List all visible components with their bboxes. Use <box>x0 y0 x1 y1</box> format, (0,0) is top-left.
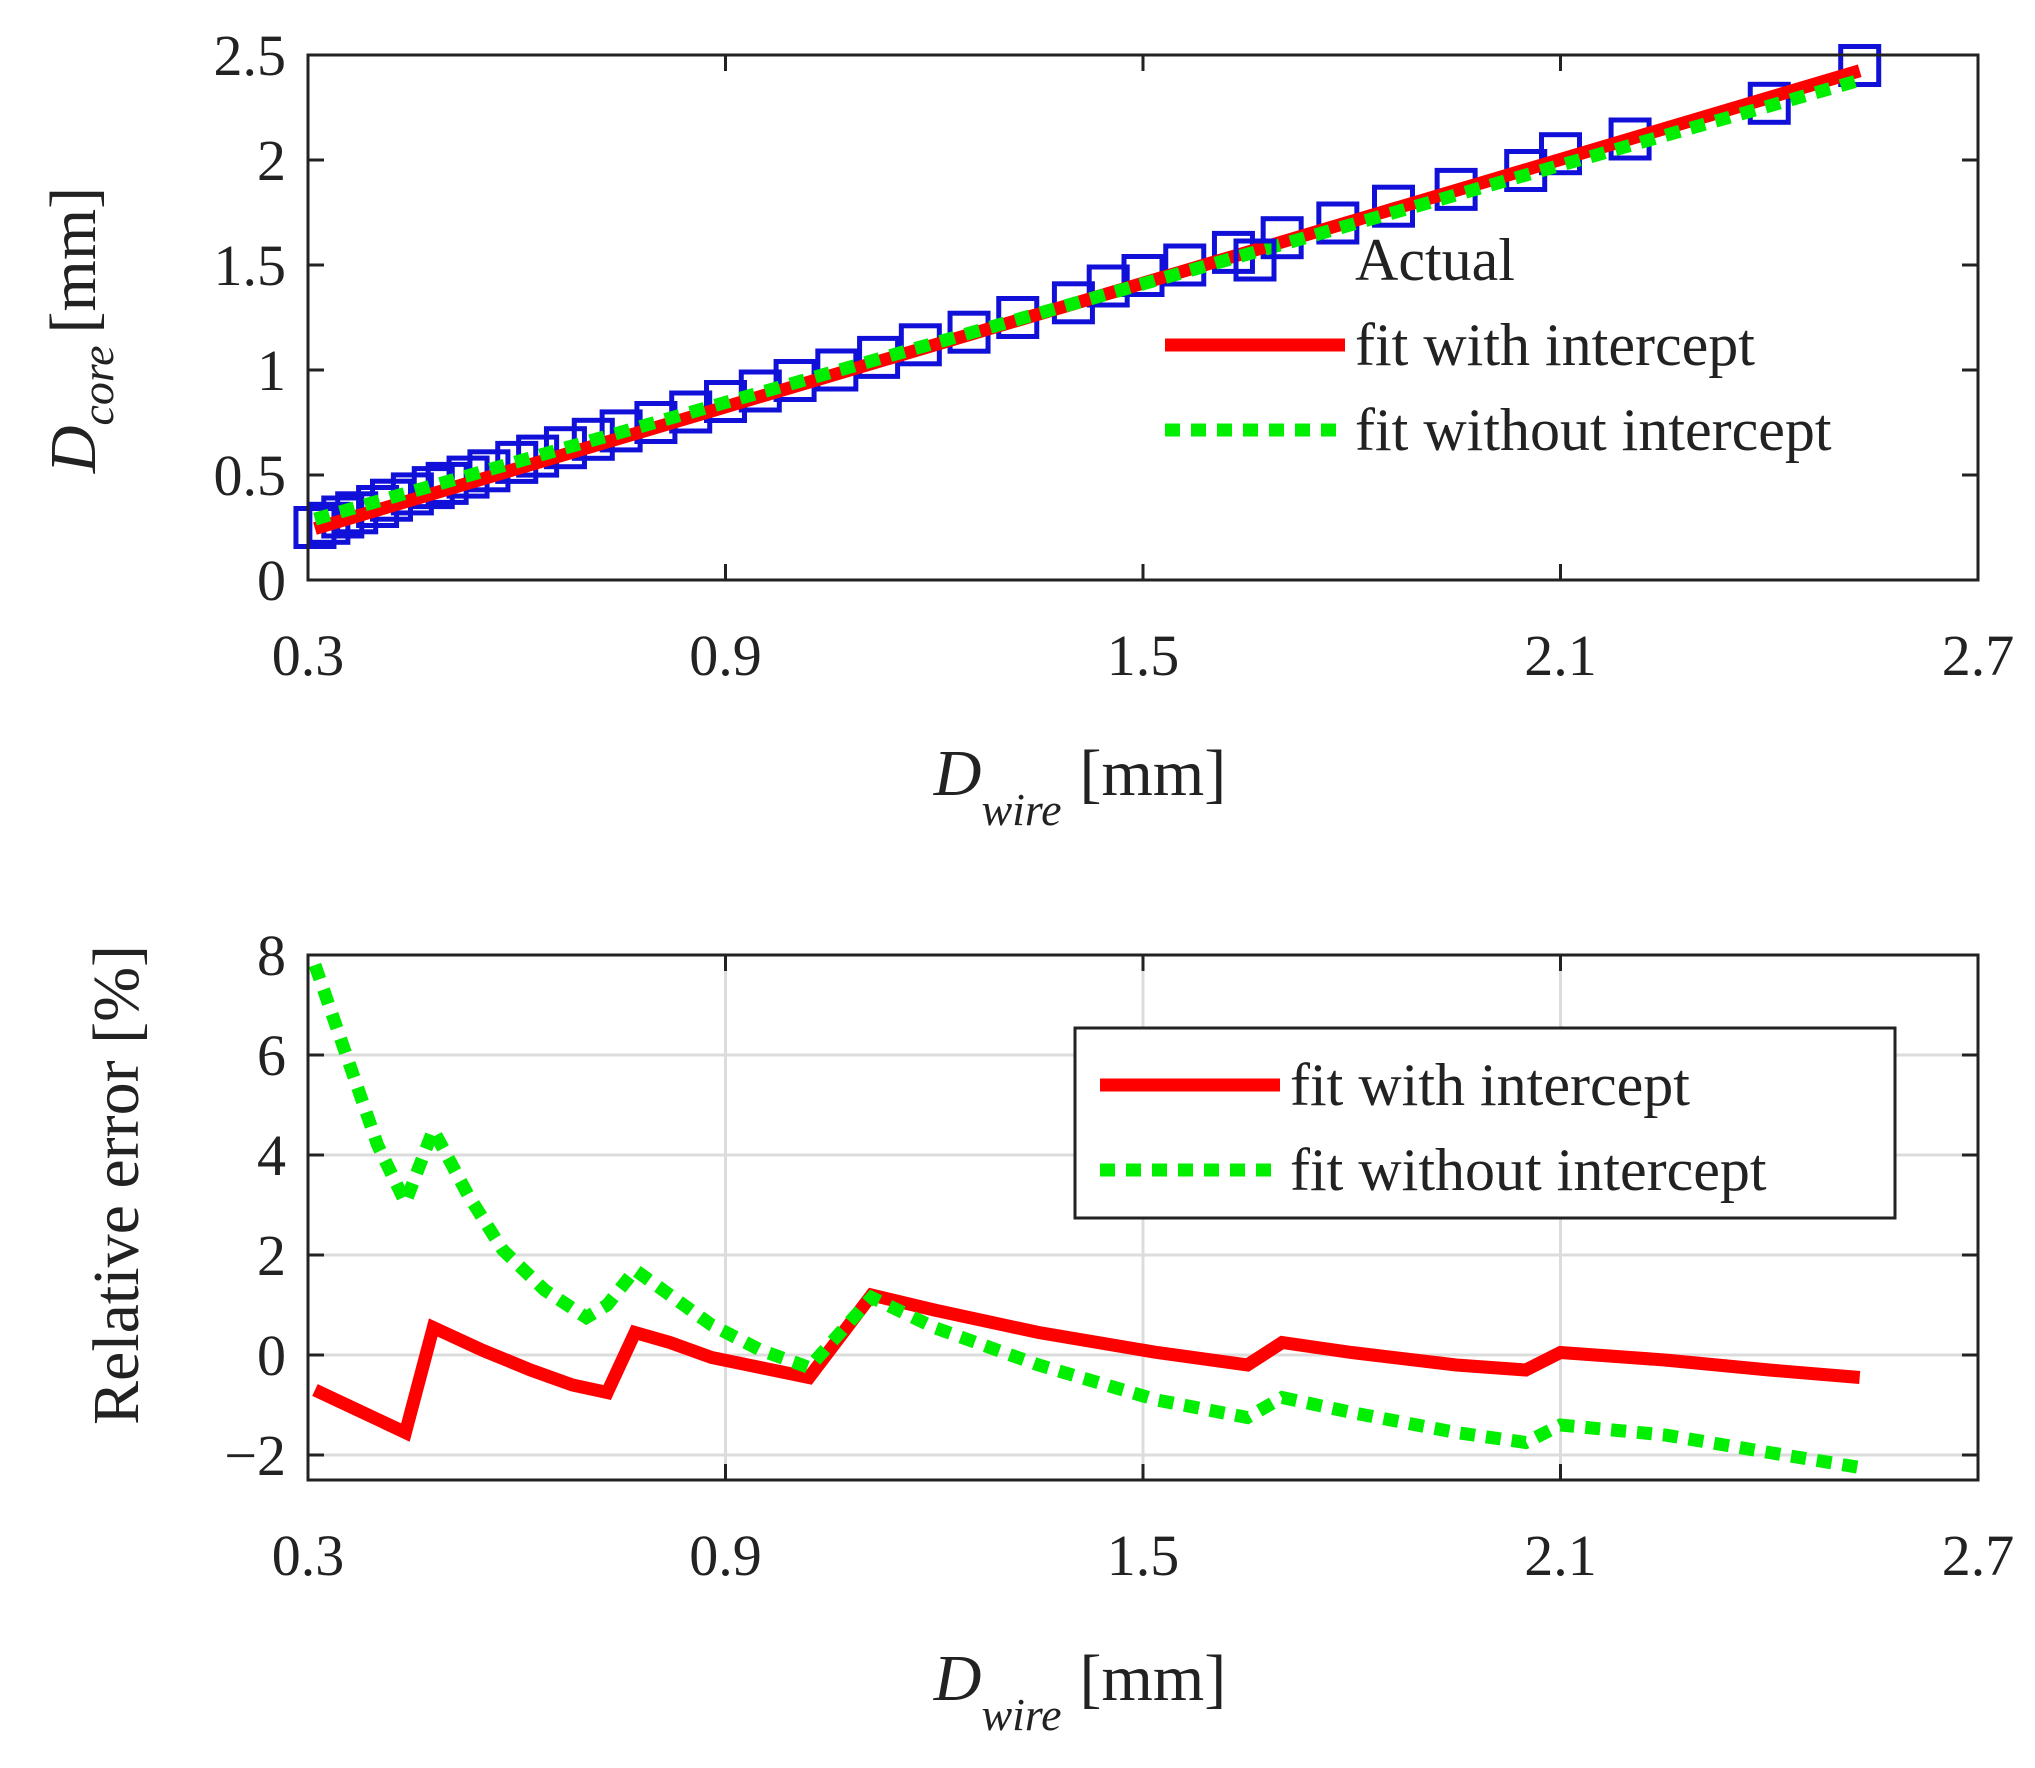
bottom-y-axis-label: Relative error [%] <box>80 945 153 1425</box>
top-legend: Actual fit with intercept fit without inte… <box>1165 227 1832 463</box>
top-y-tick-label: 2.5 <box>214 23 287 88</box>
top-plot: 0.3 0.9 1.5 2.1 2.7 0 0.5 1 1.5 2 2.5 Actual fit wi… <box>37 23 2014 835</box>
bottom-legend: fit with intercept fit without intercept <box>1073 1026 1897 1220</box>
top-y-tick-label: 2 <box>257 128 286 193</box>
bottom-legend-box <box>1073 1026 1897 1220</box>
top-x-label-symbol: D <box>933 737 982 810</box>
bottom-y-tick-label: 2 <box>257 1223 286 1288</box>
bottom-x-tick-label: 1.5 <box>1107 1523 1180 1588</box>
bottom-plot-data-layer <box>308 962 1861 1474</box>
top-actual-marker <box>1838 44 1882 87</box>
top-y-label-unit: [mm] <box>37 187 110 334</box>
bottom-x-tick-label: 0.9 <box>689 1523 762 1588</box>
top-legend-label: fit with intercept <box>1355 312 1755 378</box>
top-plot-ticks: 0.3 0.9 1.5 2.1 2.7 0 0.5 1 1.5 2 2.5 <box>214 23 2015 688</box>
top-plot-axes-box <box>306 53 1980 582</box>
top-legend-label: fit without intercept <box>1355 397 1832 463</box>
bottom-x-tick-label: 2.1 <box>1524 1523 1597 1588</box>
bottom-x-tick-label: 0.3 <box>272 1523 345 1588</box>
top-y-label-subscript: core <box>72 345 123 425</box>
bottom-x-tick-label: 2.7 <box>1942 1523 2015 1588</box>
top-x-axis-label: Dwire [mm] <box>933 737 1226 835</box>
top-x-tick-label: 0.9 <box>689 623 762 688</box>
bottom-y-tick-label: −2 <box>224 1423 286 1488</box>
bottom-plot-ticks: 0.3 0.9 1.5 2.1 2.7 −2 0 2 4 6 8 <box>224 923 2014 1588</box>
top-y-tick-label: 1 <box>257 338 286 403</box>
bottom-legend-label: fit without intercept <box>1290 1137 1767 1203</box>
top-x-label-unit: [mm] <box>1080 737 1227 810</box>
top-x-tick-label: 1.5 <box>1107 623 1180 688</box>
top-legend-swatch-actual <box>1233 238 1277 282</box>
bottom-legend-label: fit with intercept <box>1290 1052 1690 1118</box>
bottom-plot-axes-box <box>306 953 1980 1482</box>
bottom-y-tick-label: 8 <box>257 923 286 988</box>
bottom-x-label-symbol: D <box>933 1642 982 1715</box>
bottom-x-axis-label: Dwire [mm] <box>933 1642 1226 1740</box>
top-legend-label: Actual <box>1355 227 1515 293</box>
bottom-y-tick-label: 0 <box>257 1323 286 1388</box>
top-y-axis-label: Dcore [mm] <box>37 187 123 474</box>
top-y-tick-label: 0.5 <box>214 443 287 508</box>
top-series-fit-without-intercept <box>313 73 1862 526</box>
bottom-y-tick-label: 4 <box>257 1123 286 1188</box>
top-x-tick-label: 0.3 <box>272 623 345 688</box>
top-y-tick-label: 0 <box>257 548 286 613</box>
top-x-tick-label: 2.1 <box>1524 623 1597 688</box>
top-plot-data-layer <box>293 44 1882 549</box>
top-x-tick-label: 2.7 <box>1942 623 2015 688</box>
bottom-series-fit-without-intercept <box>308 962 1861 1474</box>
top-y-label-symbol: D <box>37 426 110 475</box>
bottom-x-label-subscript: wire <box>981 1689 1061 1740</box>
top-x-label-subscript: wire <box>981 784 1061 835</box>
bottom-plot: 0.3 0.9 1.5 2.1 2.7 −2 0 2 4 6 8 fit with intercep… <box>80 923 2014 1740</box>
bottom-x-label-unit: [mm] <box>1080 1642 1227 1715</box>
top-y-tick-label: 1.5 <box>214 233 287 298</box>
bottom-y-tick-label: 6 <box>257 1023 286 1088</box>
